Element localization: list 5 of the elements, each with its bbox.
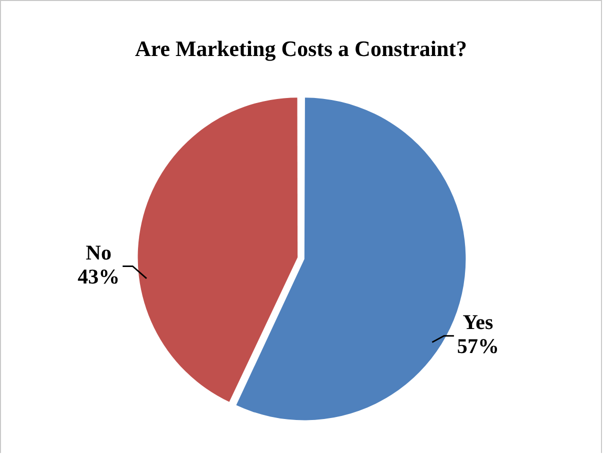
slice-label: No [86,240,112,265]
slice-label: Yes [462,310,494,334]
data-label: 43% [78,264,120,289]
data-label: 57% [456,334,499,358]
chart-title: Are Marketing Costs a Constraint? [134,36,468,61]
